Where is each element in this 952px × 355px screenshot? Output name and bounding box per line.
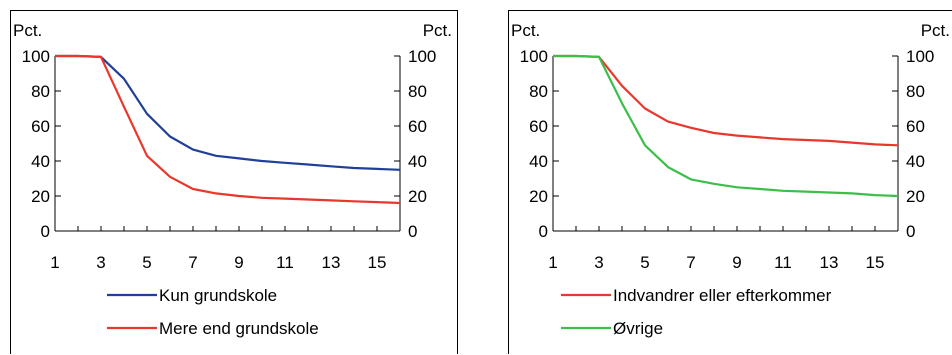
y-tick-label-left: 80 [529, 82, 548, 101]
y-tick-label-right: 60 [906, 117, 925, 136]
right-axis-unit-label: Pct. [423, 21, 452, 40]
y-tick-label-right: 60 [408, 117, 427, 136]
y-tick-label-left: 20 [31, 187, 50, 206]
series-line-2 [55, 54, 401, 205]
legend-label-1: Kun grundskole [159, 286, 277, 305]
x-tick-label: 7 [686, 253, 695, 272]
chart-panel-right: Pct. Pct. 0 0 20 20 40 40 60 60 80 80 100 100 1 3 5 7 9 11 1… [508, 10, 952, 354]
chart-panel-left: Pct. Pct. 0 0 20 20 40 40 60 60 80 80 100 100 1 3 5 7 9 11 1… [10, 10, 458, 354]
left-axis-unit-label: Pct. [511, 21, 540, 40]
y-tick-label-right: 100 [408, 47, 436, 66]
x-tick-label: 13 [322, 253, 341, 272]
y-tick-label-right: 80 [408, 82, 427, 101]
y-tick-label-left: 0 [539, 222, 548, 241]
x-tick-label: 3 [96, 253, 105, 272]
x-tick-label: 9 [234, 253, 243, 272]
x-tick-label: 15 [866, 253, 885, 272]
y-tick-label-left: 100 [520, 47, 548, 66]
x-tick-label: 5 [640, 253, 649, 272]
series-line-1 [553, 54, 899, 147]
y-tick-label-left: 0 [41, 222, 50, 241]
y-tick-label-left: 20 [529, 187, 548, 206]
left-axis-unit-label: Pct. [13, 21, 42, 40]
x-tick-label: 3 [594, 253, 603, 272]
y-tick-label-left: 60 [529, 117, 548, 136]
series-line-2 [553, 54, 899, 198]
series-line-1 [55, 54, 401, 171]
x-tick-label: 5 [142, 253, 151, 272]
y-tick-label-right: 40 [408, 152, 427, 171]
y-tick-label-right: 20 [408, 187, 427, 206]
x-tick-label: 9 [732, 253, 741, 272]
y-tick-label-left: 100 [22, 47, 50, 66]
y-tick-label-right: 100 [906, 47, 934, 66]
x-tick-label: 15 [368, 253, 387, 272]
x-tick-label: 7 [188, 253, 197, 272]
y-tick-label-left: 40 [31, 152, 50, 171]
y-tick-label-right: 0 [408, 222, 417, 241]
legend-label-1: Indvandrer eller efterkommer [613, 286, 832, 305]
legend-label-2: Mere end grundskole [159, 319, 319, 338]
x-tick-label: 11 [276, 253, 294, 272]
y-tick-label-right: 80 [906, 82, 925, 101]
y-tick-label-left: 60 [31, 117, 50, 136]
legend-label-2: Øvrige [613, 319, 663, 338]
y-tick-label-right: 20 [906, 187, 925, 206]
x-tick-label: 13 [820, 253, 839, 272]
right-axis-unit-label: Pct. [921, 21, 950, 40]
x-tick-label: 11 [774, 253, 792, 272]
y-tick-label-left: 40 [529, 152, 548, 171]
y-tick-label-right: 40 [906, 152, 925, 171]
y-tick-label-left: 80 [31, 82, 50, 101]
x-tick-label: 1 [548, 253, 557, 272]
x-tick-label: 1 [50, 253, 59, 272]
y-tick-label-right: 0 [906, 222, 915, 241]
